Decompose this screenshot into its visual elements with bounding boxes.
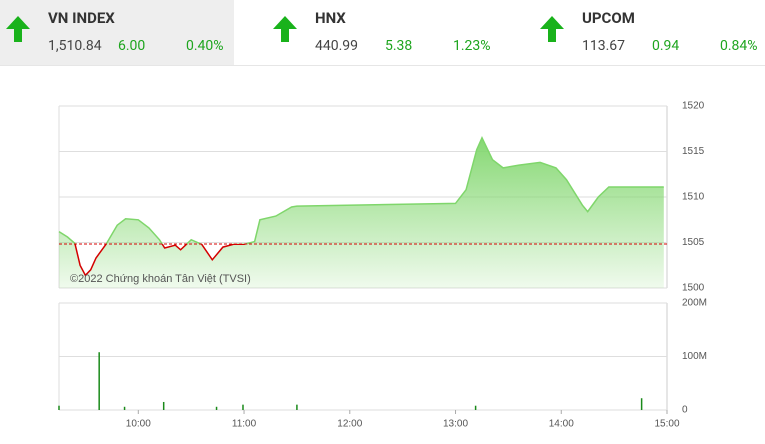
- index-change: 6.00: [118, 38, 146, 54]
- price-line: [58, 136, 664, 244]
- index-name: VN INDEX: [48, 9, 115, 27]
- x-tick-label: 11:00: [232, 419, 257, 430]
- index-percent: 0.40%: [186, 38, 224, 54]
- index-value: 1,510.84: [48, 38, 102, 54]
- x-tick-label: 15:00: [654, 419, 679, 430]
- y-tick-label: 1515: [682, 146, 705, 157]
- index-tile[interactable]: HNX 440.99 5.38 1.23%: [267, 0, 501, 65]
- y-tick-label: 100M: [682, 351, 707, 362]
- x-tick-label: 13:00: [443, 419, 468, 430]
- volume-bar: [98, 352, 100, 410]
- index-value: 440.99: [315, 38, 359, 54]
- index-tile[interactable]: VN INDEX 1,510.84 6.00 0.40%: [0, 0, 234, 65]
- x-tick-label: 10:00: [126, 419, 151, 430]
- volume-bar: [296, 404, 298, 410]
- volume-bar: [242, 404, 244, 410]
- volume-bar: [162, 401, 165, 410]
- area: [59, 137, 664, 288]
- index-value: 113.67: [582, 38, 626, 54]
- volume-bar: [123, 406, 126, 410]
- y-tick-label: 1520: [682, 101, 705, 112]
- y-tick-label: 1500: [682, 283, 705, 294]
- up-arrow: [6, 16, 30, 42]
- y-tick-label: 200M: [682, 298, 707, 309]
- index-percent: 1.23%: [453, 38, 491, 54]
- up-arrow: [273, 16, 297, 42]
- index-tile[interactable]: UPCOM 113.67 0.94 0.84%: [534, 0, 765, 65]
- volume-bar: [215, 406, 218, 410]
- index-change: 5.38: [385, 38, 413, 54]
- y-tick-label: 1505: [682, 237, 705, 248]
- up-arrow: [540, 16, 564, 42]
- y-tick-label: 1510: [682, 192, 705, 203]
- y-tick-label: 0: [682, 405, 688, 416]
- x-tick-label: 14:00: [549, 419, 574, 430]
- volume-bar: [474, 405, 477, 410]
- annotation: ©2022 Chứng khoán Tân Việt (TVSI): [70, 273, 251, 285]
- volume-bar: [58, 405, 60, 410]
- index-name: HNX: [315, 9, 346, 27]
- index-change: 0.94: [652, 38, 680, 54]
- index-name: UPCOM: [582, 9, 635, 27]
- index-header: VN INDEX 1,510.84 6.00 0.40% HNX 440.99 …: [0, 0, 765, 66]
- volume-bar: [640, 398, 643, 410]
- x-tick-label: 12:00: [337, 419, 362, 430]
- index-percent: 0.84%: [720, 38, 758, 54]
